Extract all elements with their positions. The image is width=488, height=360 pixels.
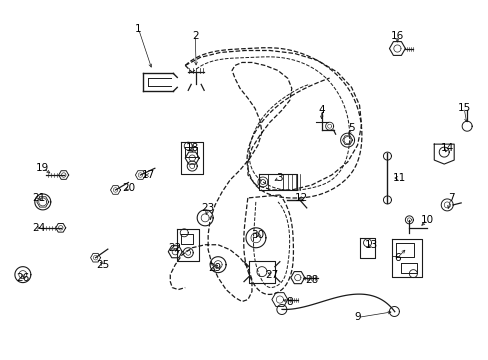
- Text: 8: 8: [286, 297, 292, 306]
- Text: 27: 27: [264, 270, 278, 280]
- Text: 23: 23: [201, 203, 214, 213]
- Text: 5: 5: [347, 123, 354, 133]
- Text: 6: 6: [393, 253, 400, 263]
- Text: 12: 12: [295, 193, 308, 203]
- Text: 10: 10: [420, 215, 433, 225]
- Text: 16: 16: [390, 31, 403, 41]
- Text: 3: 3: [276, 173, 283, 183]
- Text: 25: 25: [96, 260, 109, 270]
- Text: 13: 13: [364, 240, 377, 250]
- Text: 9: 9: [353, 312, 360, 323]
- Text: 29: 29: [208, 263, 221, 273]
- Text: 2: 2: [191, 31, 198, 41]
- Text: 7: 7: [447, 193, 453, 203]
- Text: 26: 26: [16, 273, 29, 283]
- Text: 19: 19: [36, 163, 49, 173]
- Text: 4: 4: [318, 105, 325, 115]
- Text: 15: 15: [457, 103, 470, 113]
- Text: 24: 24: [32, 223, 45, 233]
- Text: 22: 22: [168, 243, 182, 253]
- Text: 11: 11: [392, 173, 405, 183]
- Text: 30: 30: [251, 230, 264, 240]
- Text: 1: 1: [135, 24, 142, 33]
- Text: 21: 21: [32, 193, 45, 203]
- Text: 14: 14: [440, 143, 453, 153]
- Text: 18: 18: [185, 143, 199, 153]
- Text: 28: 28: [305, 275, 318, 285]
- Text: 20: 20: [122, 183, 135, 193]
- Text: 17: 17: [142, 170, 155, 180]
